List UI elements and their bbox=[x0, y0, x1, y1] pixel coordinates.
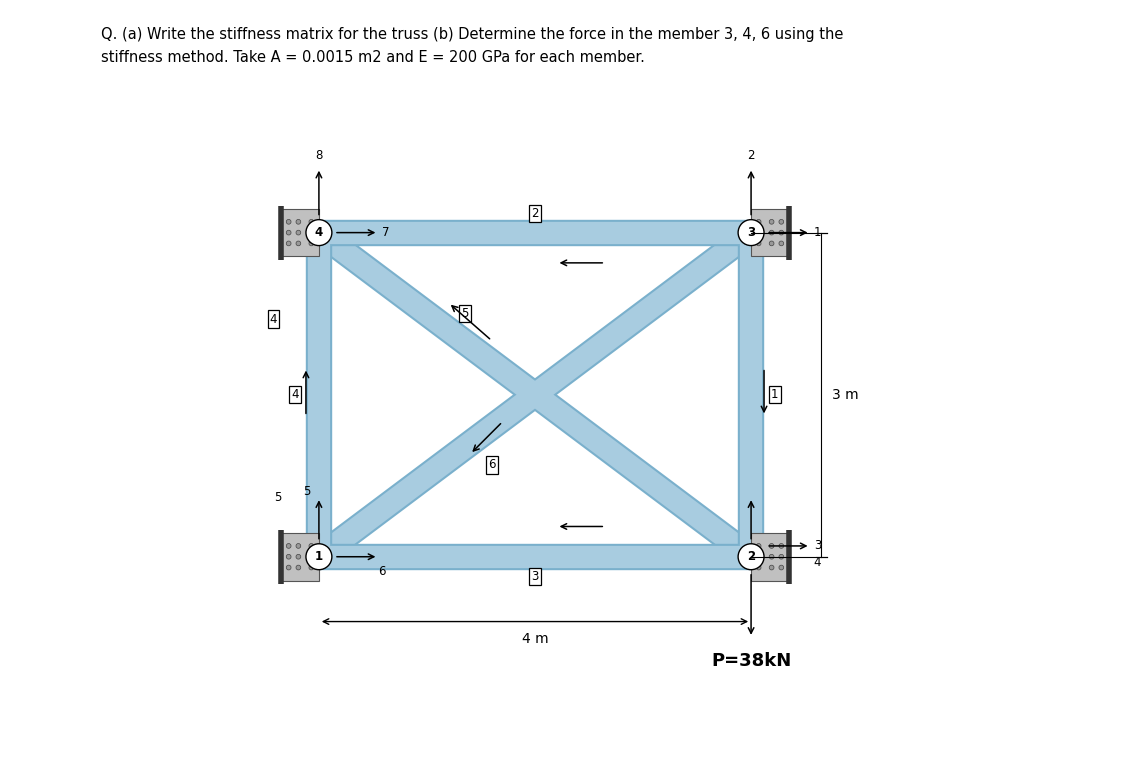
Circle shape bbox=[756, 241, 761, 246]
Circle shape bbox=[287, 230, 291, 235]
Circle shape bbox=[296, 220, 301, 224]
Circle shape bbox=[287, 241, 291, 246]
Circle shape bbox=[287, 554, 291, 559]
Circle shape bbox=[287, 565, 291, 570]
Circle shape bbox=[779, 565, 783, 570]
Text: 1: 1 bbox=[771, 388, 779, 401]
Text: 5: 5 bbox=[302, 485, 310, 498]
Circle shape bbox=[769, 544, 774, 548]
Circle shape bbox=[296, 554, 301, 559]
Text: 3: 3 bbox=[814, 539, 822, 552]
Text: 8: 8 bbox=[315, 150, 323, 162]
Circle shape bbox=[309, 230, 314, 235]
Text: 7: 7 bbox=[381, 226, 389, 239]
Text: 4: 4 bbox=[814, 555, 822, 568]
Circle shape bbox=[309, 544, 314, 548]
Circle shape bbox=[756, 220, 761, 224]
Text: P=38kN: P=38kN bbox=[711, 652, 791, 670]
Circle shape bbox=[309, 241, 314, 246]
Text: 3 m: 3 m bbox=[832, 388, 859, 402]
Text: stiffness method. Take A = 0.0015 m2 and E = 200 GPa for each member.: stiffness method. Take A = 0.0015 m2 and… bbox=[101, 50, 645, 65]
Text: 4 m: 4 m bbox=[522, 632, 549, 647]
Circle shape bbox=[287, 220, 291, 224]
Circle shape bbox=[296, 565, 301, 570]
Text: 1: 1 bbox=[814, 226, 822, 239]
Text: 5: 5 bbox=[461, 307, 469, 320]
Circle shape bbox=[769, 241, 774, 246]
Text: 4: 4 bbox=[291, 388, 299, 401]
Circle shape bbox=[756, 565, 761, 570]
Bar bbox=[751, 533, 789, 581]
Text: 6: 6 bbox=[378, 565, 386, 578]
Circle shape bbox=[296, 230, 301, 235]
Text: 2: 2 bbox=[747, 550, 755, 563]
Circle shape bbox=[309, 220, 314, 224]
Circle shape bbox=[769, 220, 774, 224]
Circle shape bbox=[756, 230, 761, 235]
Text: 4: 4 bbox=[270, 313, 278, 326]
Text: Q. (a) Write the stiffness matrix for the truss (b) Determine the force in the m: Q. (a) Write the stiffness matrix for th… bbox=[101, 27, 843, 42]
Circle shape bbox=[309, 565, 314, 570]
Text: 6: 6 bbox=[488, 458, 496, 472]
Circle shape bbox=[756, 554, 761, 559]
Circle shape bbox=[306, 220, 332, 246]
Circle shape bbox=[756, 544, 761, 548]
Circle shape bbox=[738, 220, 764, 246]
Text: 4: 4 bbox=[315, 226, 323, 239]
Circle shape bbox=[779, 230, 783, 235]
Text: 3: 3 bbox=[747, 226, 755, 239]
Text: 2: 2 bbox=[532, 207, 538, 220]
Circle shape bbox=[779, 554, 783, 559]
Circle shape bbox=[779, 241, 783, 246]
Circle shape bbox=[296, 241, 301, 246]
Text: 3: 3 bbox=[532, 570, 538, 583]
Circle shape bbox=[779, 220, 783, 224]
Bar bbox=[281, 209, 319, 257]
Circle shape bbox=[296, 544, 301, 548]
Bar bbox=[751, 209, 789, 257]
Text: 1: 1 bbox=[315, 550, 323, 563]
Circle shape bbox=[287, 544, 291, 548]
Circle shape bbox=[309, 554, 314, 559]
Circle shape bbox=[769, 565, 774, 570]
Circle shape bbox=[769, 554, 774, 559]
Text: 5: 5 bbox=[274, 491, 281, 504]
Circle shape bbox=[769, 230, 774, 235]
Bar bbox=[281, 533, 319, 581]
Text: 2: 2 bbox=[747, 150, 755, 162]
Circle shape bbox=[779, 544, 783, 548]
Circle shape bbox=[306, 544, 332, 570]
Circle shape bbox=[738, 544, 764, 570]
